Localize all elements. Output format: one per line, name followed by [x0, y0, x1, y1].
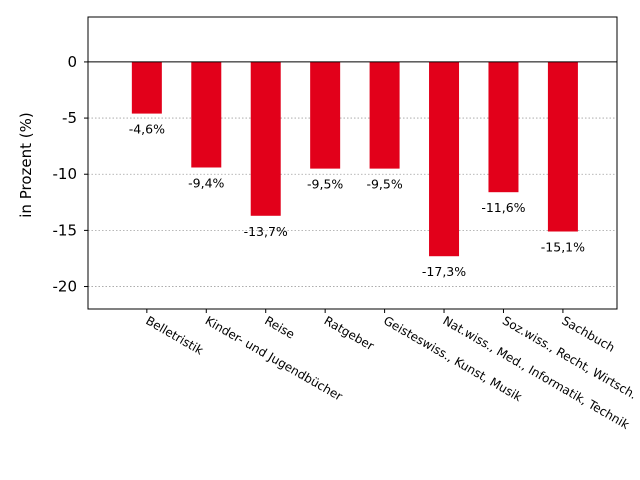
data-label: -9,4%	[188, 175, 224, 190]
data-label: -13,7%	[244, 224, 288, 239]
data-label: -4,6%	[129, 122, 165, 137]
y-tick-label: -10	[53, 165, 78, 183]
bar	[310, 61, 341, 169]
y-tick-label: -15	[53, 221, 78, 239]
gridlines	[88, 117, 617, 287]
x-tick-label: Belletristik	[143, 313, 205, 357]
y-axis: 0 -5 -10 -15 -20	[53, 53, 88, 296]
x-tick-label: Reise	[262, 313, 297, 341]
data-label: -11,6%	[481, 200, 525, 215]
data-label: -17,3%	[422, 264, 466, 279]
y-tick-label: -5	[62, 109, 77, 127]
bar	[429, 61, 460, 257]
bar	[547, 61, 578, 232]
data-label: -15,1%	[541, 240, 585, 255]
y-tick-label: -20	[53, 278, 78, 296]
y-tick-label: 0	[67, 53, 77, 71]
data-labels: -4,6% -9,4% -13,7% -9,5% -9,5% -17,3% -11,6% -1…	[129, 122, 585, 280]
bar	[250, 61, 281, 216]
bar	[369, 61, 400, 169]
x-tick-label: Ratgeber	[322, 313, 377, 353]
bars	[131, 61, 578, 257]
data-label: -9,5%	[366, 177, 402, 192]
bar	[488, 61, 519, 193]
data-label: -9,5%	[307, 177, 343, 192]
bar	[191, 61, 222, 168]
y-axis-label: in Prozent (%)	[17, 112, 35, 217]
bar	[131, 61, 162, 114]
plot-frame	[87, 16, 618, 310]
